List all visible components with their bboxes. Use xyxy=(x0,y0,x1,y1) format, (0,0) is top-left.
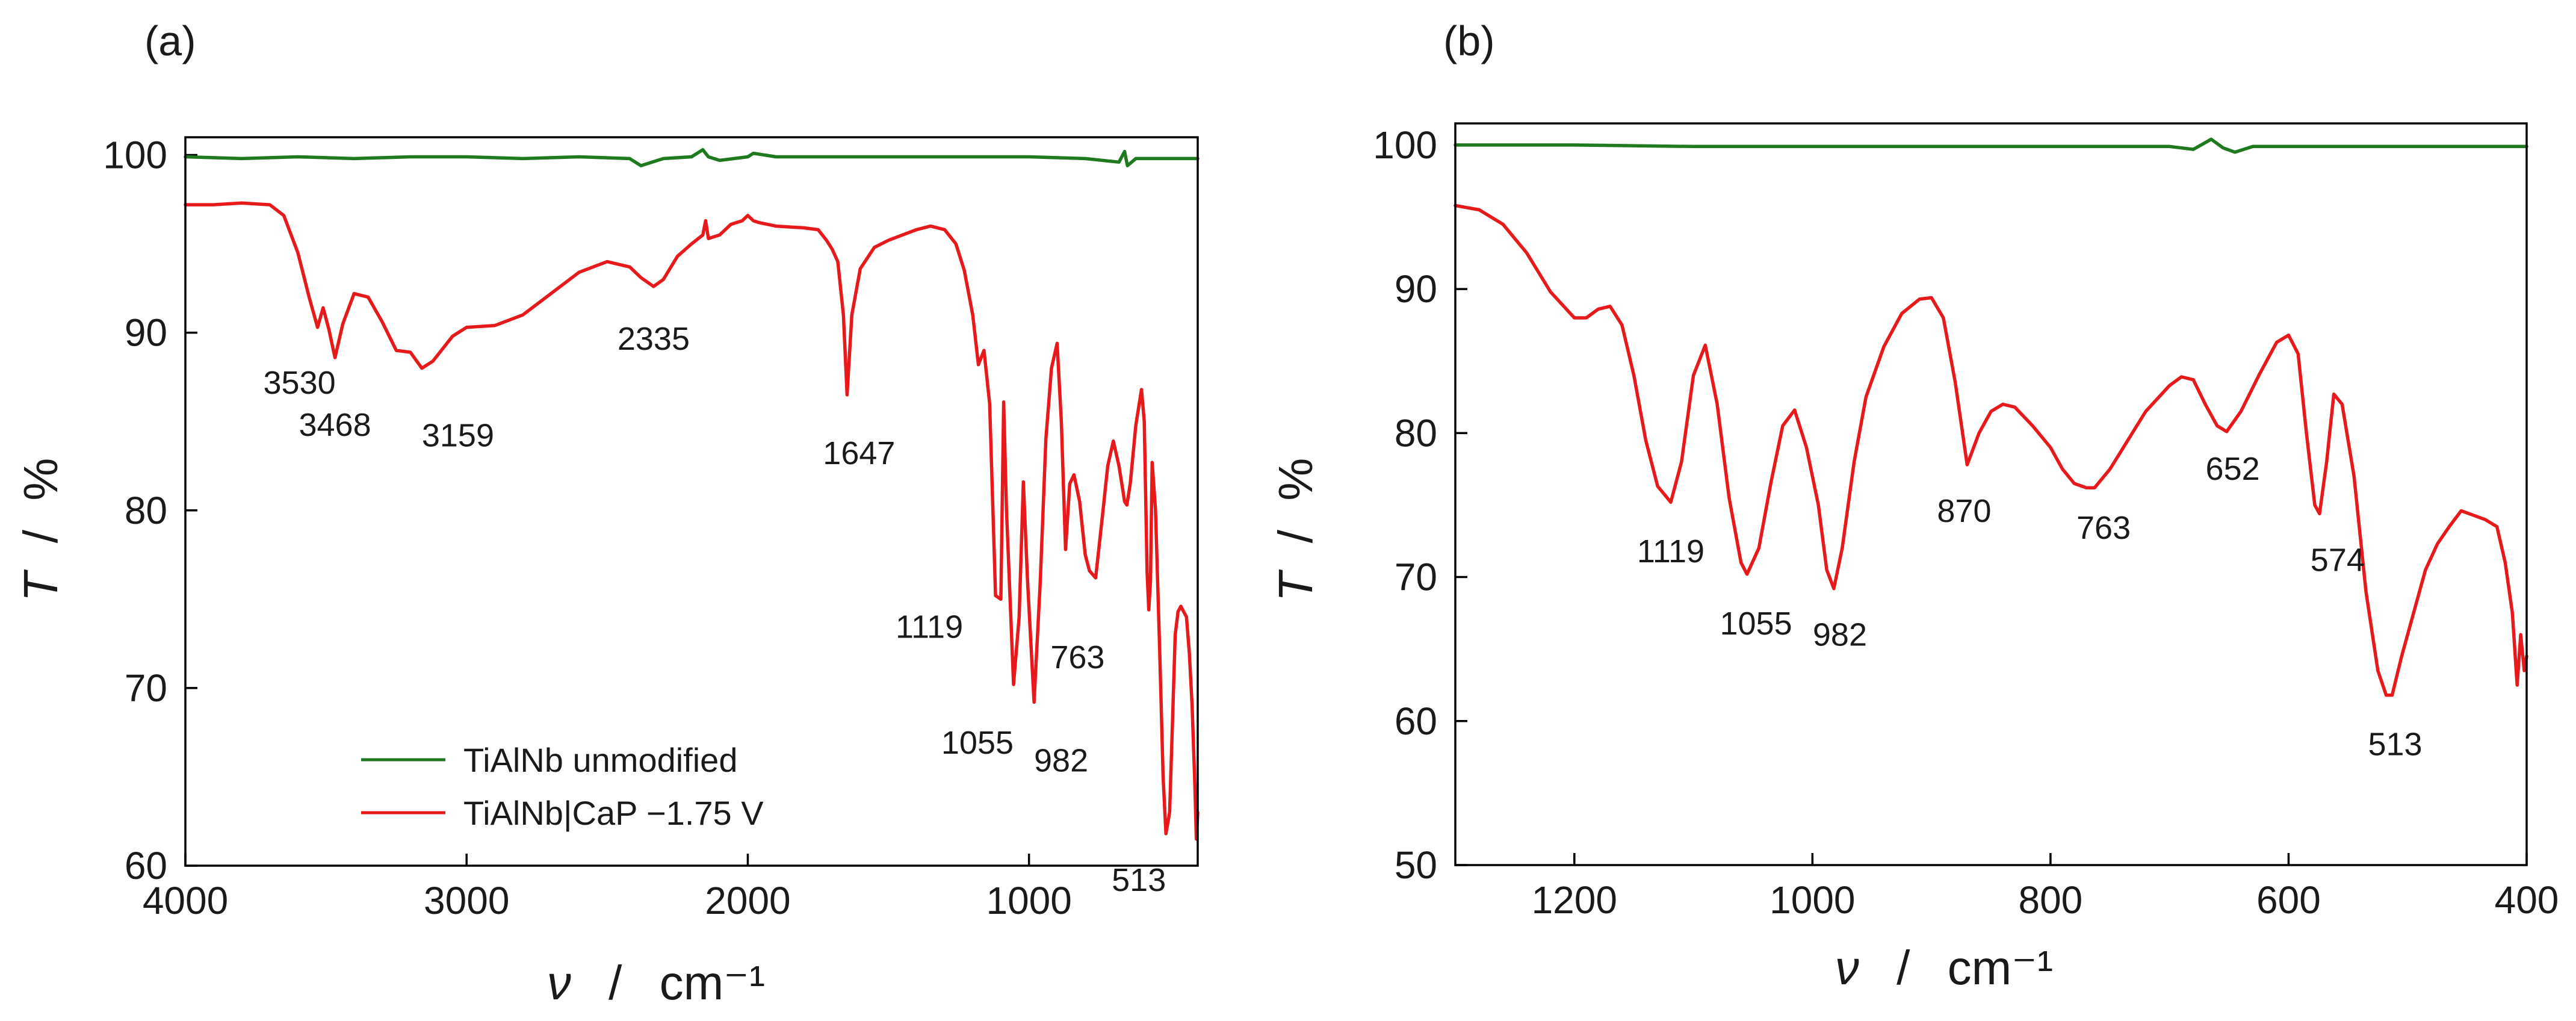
panel-b-series-cap xyxy=(1454,203,2528,697)
panel-a-xlabel-symbol: ν xyxy=(547,956,571,1010)
panel-a-xtick-label: 2000 xyxy=(705,879,790,922)
panel-b-peak-label: 574 xyxy=(2311,542,2365,578)
panel-a-peak-label: 763 xyxy=(1050,639,1104,675)
panel-a-peak-label: 513 xyxy=(1112,862,1166,898)
legend: TiAlNb unmodified TiAlNb|CaP −1.75 V xyxy=(361,741,764,832)
panel-b-plot-frame xyxy=(1454,122,2528,866)
panel-b-xlabel: ν / cm⁻¹ xyxy=(1835,941,2053,995)
panel-a-peak-label: 1119 xyxy=(896,609,963,645)
panel-b-peak-label: 870 xyxy=(1937,493,1991,529)
panel-b-xtick-label: 800 xyxy=(2018,878,2082,922)
panel-b-ylabel-sep: / xyxy=(1269,529,1322,543)
panel-a-plot-frame xyxy=(184,136,1199,867)
panel-b-xtick-label: 1200 xyxy=(1532,878,1617,922)
panel-a-series xyxy=(184,147,1200,841)
panel-b: (b) T / % ν / cm⁻¹ 1200 1000 800 600 400 50 60… xyxy=(1269,17,2559,995)
panel-a-ytick-label: 80 xyxy=(125,489,167,532)
panel-b-peak-label: 652 xyxy=(2206,451,2260,487)
panel-a-xtick-label: 1000 xyxy=(986,879,1071,922)
svg-text:T / %: T / % xyxy=(1269,458,1322,602)
panel-a-series-unmodified xyxy=(184,147,1200,167)
panel-b-ytick-label: 60 xyxy=(1395,700,1437,743)
panel-b-peak-label: 763 xyxy=(2076,510,2131,546)
panel-a-xlabel-unit: cm⁻¹ xyxy=(660,956,766,1010)
panel-b-xlabel-sep: / xyxy=(1896,941,1910,995)
panel-b-xtick-label: 1000 xyxy=(1769,878,1855,922)
panel-b-peak-label: 513 xyxy=(2368,727,2422,763)
panel-a-ylabel-sep: / xyxy=(14,529,67,543)
panel-a-ytick-label: 90 xyxy=(125,311,167,355)
panel-a: (a) T / % ν / cm⁻¹ 4000 3000 2000 1000 60 70 8… xyxy=(14,17,1200,1010)
panel-a-ytick-label: 100 xyxy=(103,134,167,177)
panel-b-series xyxy=(1454,137,2528,697)
panel-b-xtick-label: 400 xyxy=(2495,878,2559,922)
panel-b-peak-label: 982 xyxy=(1813,617,1867,653)
panel-a-ytick-label: 60 xyxy=(125,844,167,887)
panel-a-ylabel-unit: % xyxy=(14,458,67,501)
panel-a-xtick-label: 3000 xyxy=(424,879,509,922)
panel-a-xtick-label: 4000 xyxy=(143,879,228,922)
panel-b-ylabel-unit: % xyxy=(1269,458,1322,501)
panel-b-xlabel-unit: cm⁻¹ xyxy=(1948,941,2054,995)
panel-a-peak-label: 3530 xyxy=(264,365,336,401)
panel-a-peak-label: 3468 xyxy=(299,407,371,443)
panel-b-ticks: 1200 1000 800 600 400 50 60 70 80 90 100 xyxy=(1373,123,2559,922)
panel-a-peak-label: 982 xyxy=(1034,742,1088,778)
panel-b-xlabel-symbol: ν xyxy=(1835,941,1859,995)
panel-b-ytick-label: 80 xyxy=(1395,411,1437,455)
panel-a-peak-label: 2335 xyxy=(618,321,690,357)
panel-a-label: (a) xyxy=(144,17,196,64)
legend-label-unmodified: TiAlNb unmodified xyxy=(463,741,737,779)
panel-b-ylabel-symbol: T xyxy=(1269,569,1322,601)
panel-a-peak-label: 1647 xyxy=(823,435,895,471)
panel-b-ytick-label: 90 xyxy=(1395,267,1437,311)
panel-a-xlabel-sep: / xyxy=(608,956,622,1010)
panel-b-ytick-label: 100 xyxy=(1373,123,1437,167)
panel-a-peak-label: 1055 xyxy=(941,725,1014,761)
panel-a-ylabel: T / % xyxy=(14,458,67,602)
panel-a-ytick-label: 70 xyxy=(125,666,167,710)
panel-a-ticks: 4000 3000 2000 1000 60 70 80 90 100 xyxy=(103,134,1072,922)
panel-b-ytick-label: 70 xyxy=(1395,556,1437,599)
panel-a-peak-label: 3159 xyxy=(422,418,494,454)
panel-a-xlabel: ν / cm⁻¹ xyxy=(547,956,765,1010)
legend-label-cap: TiAlNb|CaP −1.75 V xyxy=(463,794,764,832)
panel-b-peak-label: 1055 xyxy=(1720,606,1792,642)
panel-a-ylabel-symbol: T xyxy=(14,569,67,601)
svg-text:T / %: T / % xyxy=(14,458,67,602)
panel-a-annotations: 3530 3468 3159 2335 1647 1119 1055 982 763 513 xyxy=(264,321,1166,898)
panel-b-peak-label: 1119 xyxy=(1637,533,1704,569)
panel-b-ylabel: T / % xyxy=(1269,458,1322,602)
panel-b-xtick-label: 600 xyxy=(2256,878,2321,922)
panel-b-label: (b) xyxy=(1443,17,1495,64)
panel-a-series-cap xyxy=(184,201,1200,841)
panel-b-series-unmodified xyxy=(1454,137,2528,154)
panel-b-ytick-label: 50 xyxy=(1395,843,1437,887)
panel-b-annotations: 1119 1055 982 870 763 652 574 513 xyxy=(1637,451,2423,763)
